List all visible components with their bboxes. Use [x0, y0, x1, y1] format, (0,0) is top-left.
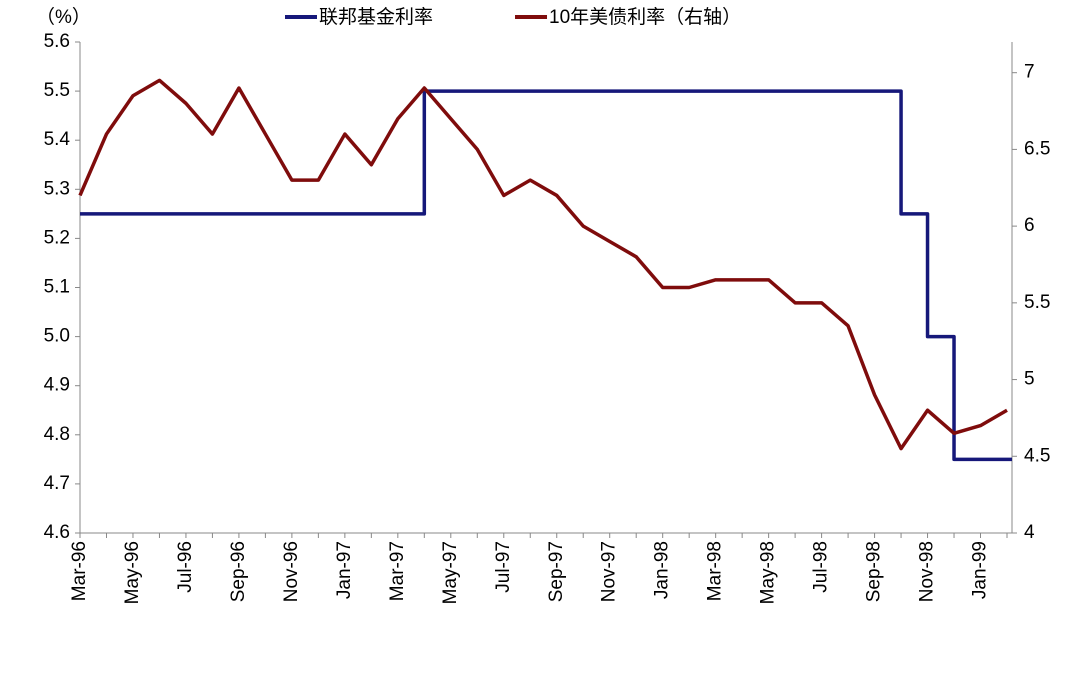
- x-tick-label: May-98: [758, 541, 779, 604]
- x-tick-label: Jul-97: [493, 541, 514, 593]
- x-tick-label: Mar-98: [705, 541, 726, 601]
- x-tick-label: Jul-96: [175, 541, 196, 593]
- legend-label: 10年美债利率（右轴）: [549, 6, 741, 28]
- y-tick-label: 4.6: [44, 522, 70, 543]
- x-tick-label: Jan-99: [970, 541, 991, 599]
- y2-tick-label: 7: [1024, 62, 1035, 83]
- y-tick-label: 5.5: [44, 80, 70, 101]
- y-tick-label: 5.1: [44, 277, 70, 298]
- x-tick-label: Sep-98: [864, 541, 885, 602]
- x-tick-label: Sep-97: [546, 541, 567, 602]
- x-tick-label: May-97: [440, 541, 461, 604]
- y2-tick-label: 6: [1024, 215, 1035, 236]
- y2-tick-label: 4.5: [1024, 445, 1050, 466]
- x-tick-label: Sep-96: [228, 541, 249, 602]
- x-tick-label: Nov-96: [281, 541, 302, 602]
- y-axis-label: （%）: [36, 6, 91, 28]
- y-tick-label: 4.8: [44, 424, 70, 445]
- y2-tick-label: 5.5: [1024, 292, 1050, 313]
- y2-tick-label: 4: [1024, 522, 1035, 543]
- y2-tick-label: 5: [1024, 369, 1035, 390]
- y-tick-label: 5.2: [44, 227, 70, 248]
- y-tick-label: 5.0: [44, 326, 70, 347]
- x-tick-label: Nov-97: [599, 541, 620, 602]
- x-tick-label: Mar-96: [69, 541, 90, 601]
- x-tick-label: Jul-98: [811, 541, 832, 593]
- y-tick-label: 4.7: [44, 473, 70, 494]
- x-tick-label: Mar-97: [387, 541, 408, 601]
- x-tick-label: Jan-97: [334, 541, 355, 599]
- y-tick-label: 5.3: [44, 178, 70, 199]
- y-tick-label: 4.9: [44, 375, 70, 396]
- series-line: [78, 78, 1008, 451]
- x-tick-label: Nov-98: [917, 541, 938, 602]
- y-tick-label: 5.6: [44, 31, 70, 52]
- series-line: [80, 89, 1012, 462]
- x-tick-label: Jan-98: [652, 541, 673, 599]
- x-tick-label: May-96: [122, 541, 143, 604]
- y2-tick-label: 6.5: [1024, 138, 1050, 159]
- legend-label: 联邦基金利率: [319, 6, 433, 28]
- y-tick-label: 5.4: [44, 129, 71, 150]
